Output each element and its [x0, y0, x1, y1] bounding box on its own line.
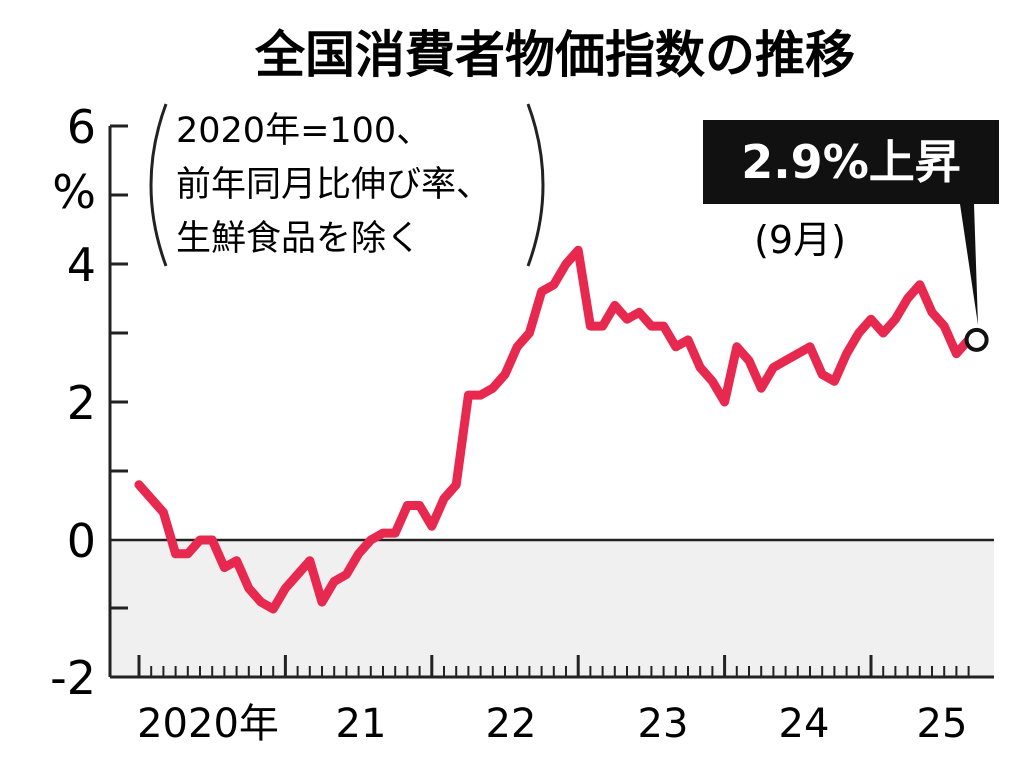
y-unit-label: % — [52, 165, 96, 219]
note-box: 2020年=100、 前年同月比伸び率、 生鮮食品を除く — [149, 103, 545, 267]
callout-label: 2.9%上昇 — [741, 135, 961, 189]
note-right-paren — [526, 103, 545, 267]
negative-region-shading — [110, 540, 994, 677]
note-line-1: 2020年=100、 — [176, 111, 431, 151]
series-line — [134, 245, 974, 614]
chart-title: 全国消費者物価指数の推移 — [254, 26, 855, 84]
note-left-paren — [149, 103, 168, 267]
callout-pointer — [960, 204, 978, 325]
x-tick-label-23: 23 — [638, 701, 689, 747]
callout: 2.9%上昇 (9月) — [703, 120, 999, 325]
y-tick-label-2: 2 — [67, 376, 96, 430]
last-point-marker — [964, 327, 989, 352]
x-tick-label-2020: 2020年 — [137, 701, 279, 747]
x-axis-labels: 2020年 21 22 23 24 25 — [137, 701, 967, 747]
note-line-2: 前年同月比伸び率、 — [176, 165, 491, 205]
y-tick-label-4: 4 — [67, 238, 96, 292]
x-tick-label-24: 24 — [779, 701, 830, 747]
x-tick-label-25: 25 — [917, 701, 968, 747]
note-line-3: 生鮮食品を除く — [176, 219, 421, 259]
y-axis: 6 % 4 2 0 -2 — [50, 100, 128, 705]
x-axis-ticks — [137, 655, 970, 677]
callout-box — [703, 120, 999, 204]
callout-month-label: (9月) — [754, 218, 846, 262]
y-tick-label-minus-2: -2 — [50, 651, 96, 705]
x-tick-label-22: 22 — [486, 701, 537, 747]
y-tick-label-6: 6 — [67, 100, 96, 154]
y-tick-label-0: 0 — [67, 514, 96, 568]
x-tick-label-21: 21 — [336, 701, 387, 747]
